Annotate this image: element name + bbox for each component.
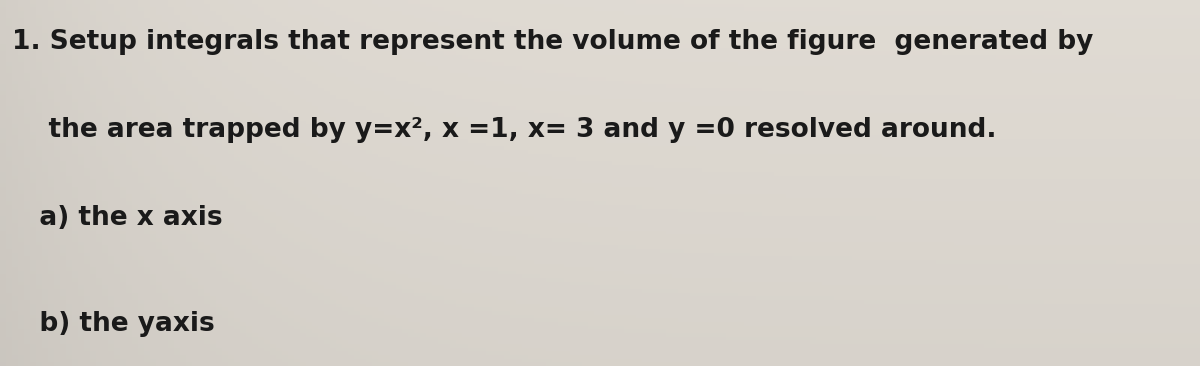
Text: a) the x axis: a) the x axis — [12, 205, 223, 231]
Text: b) the yaxis: b) the yaxis — [12, 311, 215, 337]
Text: the area trapped by y=x², x =1, x= 3 and y =0 resolved around.: the area trapped by y=x², x =1, x= 3 and… — [12, 117, 996, 143]
Text: 1. Setup integrals that represent the volume of the figure  generated by: 1. Setup integrals that represent the vo… — [12, 29, 1093, 55]
